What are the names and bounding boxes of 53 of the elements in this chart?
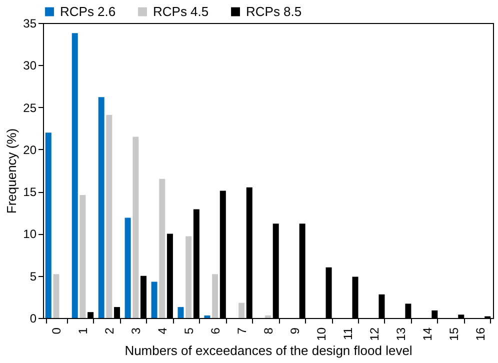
bar: [212, 274, 218, 318]
bar: [405, 304, 412, 318]
x-tick-label: 16: [473, 327, 488, 341]
bar: [204, 315, 210, 318]
y-tick-label: 30: [23, 58, 37, 73]
bar: [186, 236, 192, 318]
x-tick-label: 2: [102, 327, 117, 334]
y-tick-label: 5: [30, 269, 37, 284]
bar: [458, 314, 464, 318]
bar: [72, 33, 78, 318]
bar: [166, 234, 173, 318]
bar: [238, 302, 245, 318]
bar: [80, 194, 86, 318]
x-tick-label: 5: [182, 327, 196, 334]
y-axis-title: Frequency (%): [4, 128, 20, 214]
bar: [220, 190, 226, 318]
x-tick-label: 9: [288, 327, 302, 334]
bar: [114, 307, 120, 318]
y-tick-label: 35: [23, 16, 37, 30]
bar: [272, 224, 279, 318]
x-tick-label: 7: [235, 327, 250, 334]
legend-label: RCPs 8.5: [246, 4, 302, 19]
legend-label: RCPs 4.5: [153, 4, 209, 19]
x-tick-label: 13: [394, 327, 408, 341]
bar: [265, 315, 271, 318]
y-tick-label: 20: [23, 142, 37, 157]
x-tick-label: 12: [367, 327, 382, 341]
x-tick-label: 4: [156, 327, 170, 334]
bar: [106, 114, 112, 318]
x-tick-label: 11: [340, 327, 355, 340]
x-tick-label: 8: [262, 327, 276, 334]
bar: [45, 132, 52, 318]
x-tick-label: 0: [50, 327, 64, 334]
bar: [132, 136, 139, 318]
y-tick-label: 0: [30, 312, 37, 326]
y-tick-label: 25: [23, 100, 37, 115]
bar: [124, 218, 131, 318]
x-tick-label: 1: [76, 327, 90, 334]
x-axis-title: Numbers of exceedances of the design flood level: [124, 342, 412, 358]
y-tick-label: 15: [23, 185, 37, 200]
bar: [178, 307, 184, 318]
x-tick-label: 3: [129, 327, 144, 334]
bar: [326, 267, 332, 318]
x-tick-label: 14: [420, 327, 434, 341]
y-tick-label: 10: [23, 227, 37, 242]
bar: [151, 282, 158, 318]
legend-label: RCPs 2.6: [60, 4, 116, 19]
bar: [53, 274, 60, 318]
x-tick-label: 15: [446, 327, 461, 341]
bar: [98, 97, 104, 318]
x-tick-label: 6: [208, 327, 223, 334]
bar: [159, 178, 166, 318]
x-tick-label: 10: [314, 327, 328, 341]
